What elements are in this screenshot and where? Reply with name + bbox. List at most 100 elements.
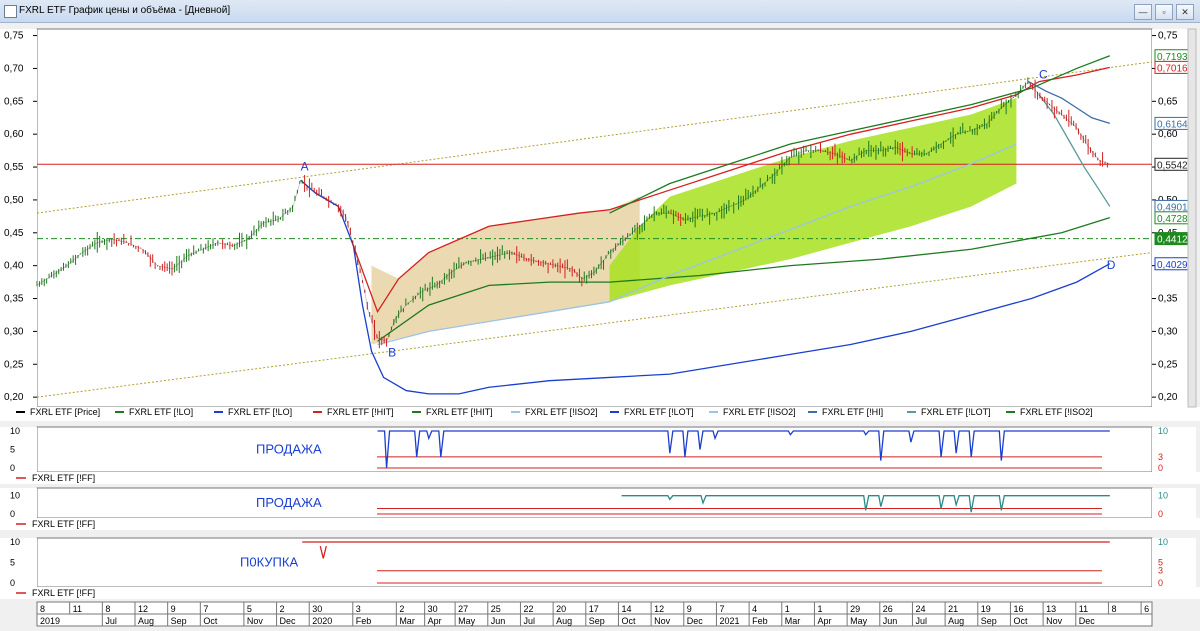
x-day-label: 2 xyxy=(280,604,285,614)
indicator-legend-background xyxy=(0,587,1200,599)
x-month-label: Dec xyxy=(687,616,704,626)
x-day-label: 16 xyxy=(1013,604,1023,614)
y-tick-label-right: 0,75 xyxy=(1158,31,1178,42)
series-line-0 xyxy=(377,217,1111,342)
indicator-panel-2-right-axis xyxy=(1152,488,1196,518)
x-day-label: 12 xyxy=(654,604,664,614)
y-tick-label-left: 0,50 xyxy=(4,195,24,206)
indicator-right-value: 0 xyxy=(1158,509,1163,519)
minimize-button[interactable]: — xyxy=(1134,4,1152,20)
maximize-button[interactable]: ▫ xyxy=(1155,4,1173,20)
indicator-panel-1-background xyxy=(36,426,1153,473)
legend-entry: FXRL ETF [!LO] xyxy=(129,407,193,417)
legend-entry: FXRL ETF [!HI] xyxy=(822,407,883,417)
x-month-label: Aug xyxy=(138,616,154,626)
y-tick-label-left: 0,30 xyxy=(4,326,24,337)
x-day-label: 30 xyxy=(312,604,322,614)
wave-label-D: D xyxy=(1107,258,1116,272)
x-day-label: 22 xyxy=(523,604,533,614)
indicator-spike xyxy=(319,545,327,559)
indicator-panel-1-right-axis xyxy=(1152,427,1196,472)
x-day-label: 19 xyxy=(981,604,991,614)
y-tick-label-right: 0,30 xyxy=(1158,326,1178,337)
indicator-panel-2-left-axis xyxy=(0,488,37,518)
wave-label-C: C xyxy=(1039,67,1048,81)
x-day-label: 8 xyxy=(40,604,45,614)
x-day-label: 7 xyxy=(719,604,724,614)
wave-label-B: B xyxy=(388,345,396,359)
legend-row-background xyxy=(0,407,1200,421)
x-month-label: Oct xyxy=(1013,616,1028,626)
close-button[interactable]: ✕ xyxy=(1176,4,1194,20)
indicator-panel-3-left-axis xyxy=(0,538,37,587)
x-day-label: 14 xyxy=(621,604,631,614)
vertical-scrollbar[interactable] xyxy=(1187,28,1197,408)
x-day-label: 4 xyxy=(752,604,757,614)
x-day-label: 8 xyxy=(1111,604,1116,614)
x-month-label: Mar xyxy=(785,616,801,626)
right-value-label: 0,7193 xyxy=(1157,52,1188,63)
x-month-label: Dec xyxy=(280,616,297,626)
indicator-y-tick: 10 xyxy=(10,426,20,436)
indicator-legend-background xyxy=(0,518,1200,530)
legend-entry: FXRL ETF [!HIT] xyxy=(426,407,493,417)
indicator-series-line xyxy=(377,430,1110,469)
y-tick-label-left: 0,25 xyxy=(4,359,24,370)
x-month-label: Nov xyxy=(247,616,264,626)
x-month-label: Apr xyxy=(428,616,442,626)
legend-entry: FXRL ETF [!LO] xyxy=(228,407,292,417)
x-month-label: May xyxy=(458,616,476,626)
x-day-label: 17 xyxy=(589,604,599,614)
series-line-4 xyxy=(377,143,1017,346)
indicator-signal-label: П0КУПКА xyxy=(240,555,298,570)
indicator-signal-label: ПРОДАЖА xyxy=(256,495,322,510)
legend-entry: FXRL ETF [!ISO2] xyxy=(723,407,796,417)
x-day-label: 3 xyxy=(356,604,361,614)
y-tick-label-left: 0,35 xyxy=(4,294,24,305)
chart-area[interactable]: 0,750,750,700,700,650,650,600,600,550,55… xyxy=(0,22,1200,631)
indicator-legend-entry: FXRL ETF [!FF] xyxy=(32,519,95,529)
x-day-label: 1 xyxy=(785,604,790,614)
indicator-right-value: 0 xyxy=(1158,578,1163,588)
x-month-label: Feb xyxy=(356,616,372,626)
x-day-label: 26 xyxy=(883,604,893,614)
x-month-label: 2020 xyxy=(312,616,332,626)
right-value-label: 0,4901 xyxy=(1157,202,1188,213)
indicator-right-value: 10 xyxy=(1158,537,1168,547)
indicator-y-tick: 0 xyxy=(10,463,15,473)
x-month-label: Jun xyxy=(491,616,506,626)
x-month-label: Mar xyxy=(399,616,415,626)
series-line-5 xyxy=(1028,81,1111,125)
x-day-label: 11 xyxy=(1079,604,1088,614)
indicator-panel-3-right-axis xyxy=(1152,538,1196,587)
x-day-label: 20 xyxy=(556,604,566,614)
right-value-label: 0,6164 xyxy=(1157,119,1188,130)
x-day-label: 8 xyxy=(105,604,110,614)
right-value-label: 0,4029 xyxy=(1157,260,1188,271)
channel-line-0 xyxy=(36,61,1153,214)
y-tick-label-left: 0,65 xyxy=(4,96,24,107)
x-month-label: Sep xyxy=(589,616,605,626)
legend-entry: FXRL ETF [Price] xyxy=(30,407,100,417)
y-tick-label-right: 0,65 xyxy=(1158,96,1178,107)
series-line-3 xyxy=(609,55,1111,214)
left-axis-background xyxy=(0,29,37,407)
indicator-y-tick: 10 xyxy=(10,537,20,547)
x-day-label: 11 xyxy=(73,604,82,614)
indicator-right-value: 10 xyxy=(1158,491,1168,501)
indicator-y-tick: 0 xyxy=(10,509,15,519)
right-value-label: 0,4728 xyxy=(1157,214,1188,225)
x-month-label: Oct xyxy=(203,616,218,626)
x-month-label: Jun xyxy=(883,616,898,626)
x-day-label: 12 xyxy=(138,604,148,614)
indicator-y-tick: 5 xyxy=(10,445,15,455)
x-month-label: 2019 xyxy=(40,616,60,626)
x-day-label: 5 xyxy=(247,604,252,614)
y-tick-label-right: 0,35 xyxy=(1158,294,1178,305)
indicator-y-tick: 5 xyxy=(10,558,15,568)
indicator-legend-entry: FXRL ETF [!FF] xyxy=(32,588,95,598)
legend-entry: FXRL ETF [!LOT] xyxy=(921,407,991,417)
x-month-label: Aug xyxy=(556,616,572,626)
x-month-label: Sep xyxy=(981,616,997,626)
x-day-label: 24 xyxy=(915,604,925,614)
